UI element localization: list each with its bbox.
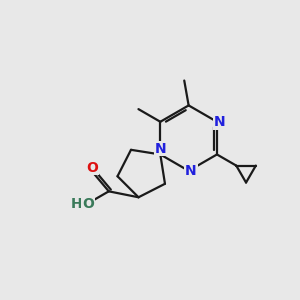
Text: N: N [214,115,225,129]
Text: H: H [71,197,82,211]
Text: O: O [82,197,94,211]
Text: N: N [185,164,197,178]
Text: O: O [87,160,98,175]
Text: N: N [154,142,166,155]
